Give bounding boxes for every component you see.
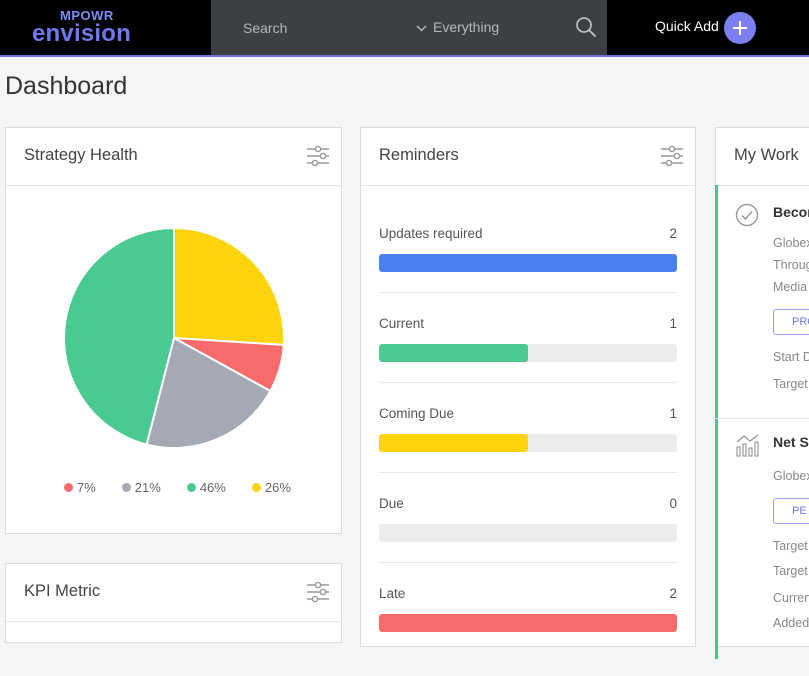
reminder-count: 2 xyxy=(669,226,677,241)
reminder-row-current[interactable]: Current 1 xyxy=(379,316,677,406)
filter-settings-icon[interactable] xyxy=(306,581,330,603)
work-item-current: Curren xyxy=(773,591,809,605)
work-item-target: Target xyxy=(773,539,808,553)
divider xyxy=(379,382,677,383)
top-bar-accent-line xyxy=(0,55,809,57)
divider xyxy=(379,472,677,473)
legend-dot xyxy=(186,483,196,492)
legend-dot xyxy=(64,483,73,492)
my-work-item[interactable]: Becor Globex Throug Media PRO Start D Ta… xyxy=(715,185,809,418)
reminder-progress-bar xyxy=(379,254,677,272)
work-item-status-badge: PE xyxy=(773,498,809,524)
kpi-metric-panel: KPI Metric xyxy=(5,563,342,643)
reminder-count: 1 xyxy=(669,316,677,331)
panel-header: KPI Metric xyxy=(6,564,341,622)
legend-label: 46% xyxy=(199,480,226,495)
work-item-detail: Throug xyxy=(773,258,809,272)
reminder-progress-fill xyxy=(379,254,677,272)
reminder-count: 2 xyxy=(669,586,677,601)
pie-slice[interactable] xyxy=(63,226,175,446)
strategy-health-pie-chart xyxy=(63,226,285,449)
reminder-label: Late xyxy=(379,586,406,601)
pie-slice[interactable] xyxy=(145,336,272,449)
legend-label: 7% xyxy=(77,480,96,495)
reminder-progress-fill xyxy=(379,344,528,362)
kpi-metric-title: KPI Metric xyxy=(24,582,101,600)
divider xyxy=(379,292,677,293)
legend-dot xyxy=(121,483,131,492)
reminder-row-late[interactable]: Late 2 xyxy=(379,586,677,676)
quick-add-button[interactable] xyxy=(724,12,756,44)
reminder-progress-fill xyxy=(379,434,528,452)
work-item-added: Added xyxy=(773,616,809,630)
reminder-progress-bar xyxy=(379,344,677,362)
pie-legend: 7% 21% 46% 26% xyxy=(64,480,291,495)
reminders-panel: Reminders Updates required 2 Current 1 C… xyxy=(360,127,696,647)
chevron-down-icon xyxy=(416,25,427,32)
reminder-label: Due xyxy=(379,496,404,511)
reminder-label: Updates required xyxy=(379,226,483,241)
search-scope-label: Everything xyxy=(433,19,500,35)
check-circle-icon[interactable] xyxy=(734,202,760,228)
work-item-detail: Media xyxy=(773,280,808,294)
reminder-label: Coming Due xyxy=(379,406,455,421)
panel-header: Strategy Health xyxy=(6,128,341,186)
quick-add-label[interactable]: Quick Add xyxy=(655,18,719,34)
filter-settings-icon[interactable] xyxy=(660,145,684,167)
legend-dot xyxy=(251,483,261,492)
legend-item: 7% xyxy=(64,480,96,495)
reminder-progress-fill xyxy=(379,614,677,632)
panel-header: My Work xyxy=(716,128,809,186)
reminder-count: 1 xyxy=(669,406,677,421)
reminder-row-due[interactable]: Due 0 xyxy=(379,496,677,586)
my-work-item[interactable]: Net S Globex PE Target Target Curren Add… xyxy=(715,419,809,659)
logo-envision: envision xyxy=(32,20,131,47)
work-item-title[interactable]: Becor xyxy=(773,204,809,220)
legend-item: 21% xyxy=(121,480,161,495)
legend-label: 21% xyxy=(134,480,161,495)
pie-slice[interactable] xyxy=(173,226,285,346)
reminder-progress-bar xyxy=(379,524,677,542)
logo-mpowr: MPOWR xyxy=(60,8,114,23)
my-work-panel: My Work Becor Globex Throug Media PRO St… xyxy=(715,127,809,659)
reminder-progress-bar xyxy=(379,434,677,452)
panel-header: Reminders xyxy=(361,128,695,186)
divider xyxy=(716,418,809,419)
work-item-title[interactable]: Net S xyxy=(773,434,809,450)
page-title: Dashboard xyxy=(5,72,128,100)
legend-item: 46% xyxy=(186,480,226,495)
legend-item: 26% xyxy=(251,480,291,495)
work-item-status-badge: PRO xyxy=(773,309,809,335)
divider xyxy=(379,562,677,563)
reminder-count: 0 xyxy=(669,496,677,511)
reminders-title: Reminders xyxy=(379,146,459,164)
work-item-start-date: Start D xyxy=(773,350,809,364)
work-item-target-date: Target xyxy=(773,377,808,391)
reminder-progress-bar xyxy=(379,614,677,632)
work-item-org: Globex xyxy=(773,469,809,483)
top-bar: MPOWR envision Everything Quick Add xyxy=(0,0,809,55)
strategy-health-title: Strategy Health xyxy=(24,146,138,164)
app-logo[interactable]: MPOWR envision xyxy=(32,8,142,48)
search-bar: Everything xyxy=(211,0,607,55)
work-item-org: Globex xyxy=(773,236,809,250)
search-scope-select[interactable]: Everything xyxy=(416,17,499,37)
reminder-label: Current xyxy=(379,316,425,331)
my-work-title: My Work xyxy=(734,146,799,164)
bar-chart-trend-icon xyxy=(736,434,759,457)
legend-label: 26% xyxy=(264,480,291,495)
search-input[interactable] xyxy=(241,17,395,39)
search-icon[interactable] xyxy=(575,16,597,38)
filter-settings-icon[interactable] xyxy=(306,145,330,167)
strategy-health-panel: Strategy Health 7% 21% 46% 26% xyxy=(5,127,342,534)
reminder-row-coming-due[interactable]: Coming Due 1 xyxy=(379,406,677,496)
reminder-row-updates-required[interactable]: Updates required 2 xyxy=(379,226,677,316)
work-item-target: Target xyxy=(773,564,808,578)
